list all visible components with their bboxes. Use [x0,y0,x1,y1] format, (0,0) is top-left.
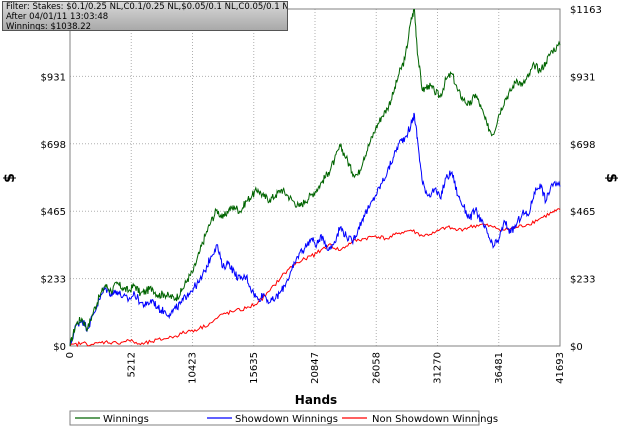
x-tick-label: 10423 [188,352,199,384]
y-tick-label-right: $1163 [570,5,602,16]
filter-info-box: Filter: Stakes: $0.1/0.25 NL,C0.1/0.25 N… [2,1,288,31]
x-tick-label: 0 [65,352,76,358]
series-line-non-showdown-winnings [69,208,561,348]
y-tick-label-left: $931 [41,72,66,83]
x-tick-label: 20847 [310,352,321,384]
legend: Winnings Showdown Winnings Non Showdown … [69,410,498,426]
x-tick-label: 26058 [371,352,382,384]
grid [69,8,561,347]
filter-text: Filter: Stakes: $0.1/0.25 NL,C0.1/0.25 N… [6,2,288,12]
series-line-showdown-winnings [69,112,561,347]
x-axis-label: Hands [295,393,337,407]
x-tick-label: 15635 [249,352,260,384]
y-tick-label-right: $0 [570,342,583,353]
y-tick-label-left: $0 [53,342,66,353]
plot-frame [69,8,561,347]
y-tick-label-right: $465 [570,207,595,218]
legend-box [69,410,480,426]
winnings-text: Winnings: $1038.22 [6,22,92,31]
after-date-text: After 04/01/11 13:03:48 [6,12,109,22]
x-tick-label: 41693 [555,352,566,384]
y-tick-label-left: $465 [41,207,66,218]
y-tick-label-right: $698 [570,140,595,151]
y-axis-label-right: $ [603,173,619,183]
y-tick-label-left: $698 [41,140,66,151]
legend-label-non-showdown-winnings: Non Showdown Winnings [372,414,498,425]
legend-label-showdown-winnings: Showdown Winnings [235,414,338,425]
y-tick-label-right: $233 [570,275,595,286]
y-tick-label-right: $931 [570,72,595,83]
legend-label-winnings: Winnings [103,414,149,425]
x-tick-label: 31270 [433,352,444,384]
series-line-winnings [69,8,561,347]
y-axis-label-left: $ [2,173,18,183]
series-layer [69,8,561,348]
x-tick-label: 36481 [494,352,505,384]
tick-layer: $0 $0 $233 $233 $465 $465 $698 $698 $931 $931 $116… [34,5,602,384]
x-tick-label: 5212 [126,352,137,377]
y-tick-label-left: $233 [41,275,66,286]
